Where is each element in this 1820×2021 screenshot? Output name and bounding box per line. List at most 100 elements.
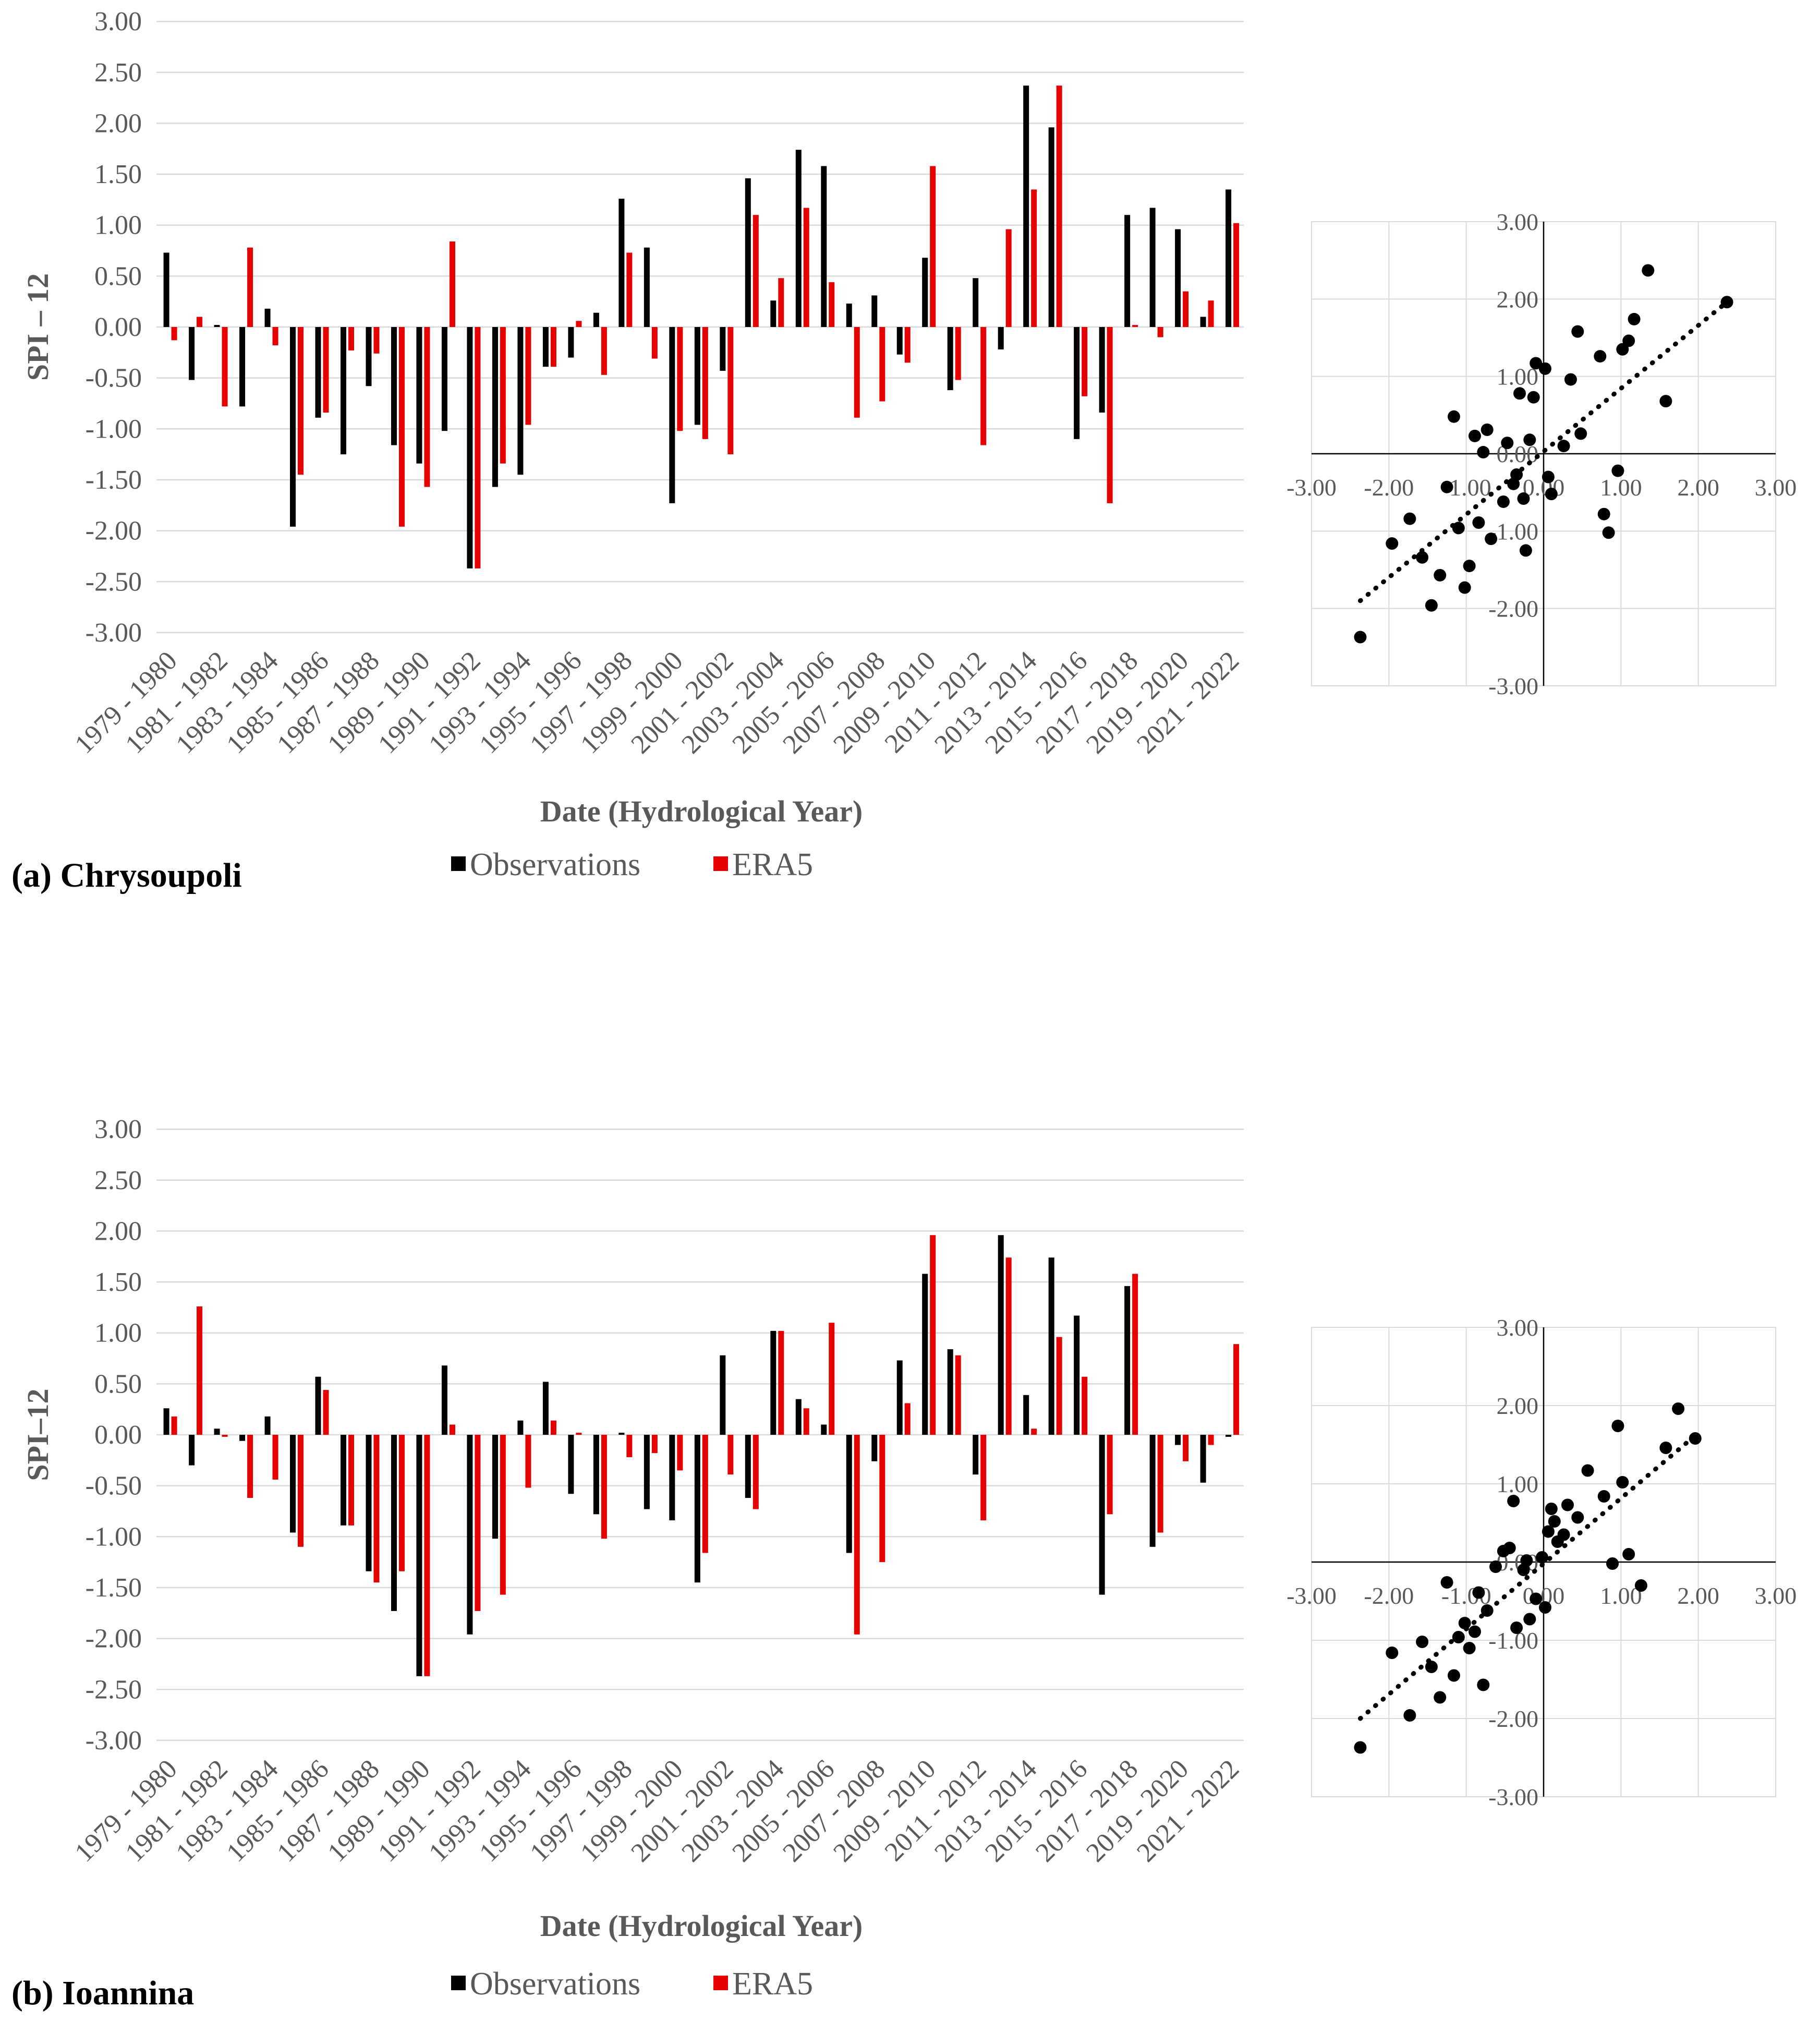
scatter-point <box>1434 1691 1447 1704</box>
scatter-point <box>1561 1498 1574 1511</box>
legend-swatch-observations <box>451 856 466 871</box>
bar-era5 <box>197 1306 203 1435</box>
scatter-point <box>1689 1432 1702 1445</box>
bar-era5 <box>171 327 177 341</box>
scatter-point <box>1463 1642 1476 1654</box>
bar-observations <box>568 1435 574 1494</box>
bar-era5 <box>222 327 228 407</box>
scatter-point <box>1485 533 1498 546</box>
bar-observations <box>366 327 372 386</box>
bar-observations <box>1023 86 1029 328</box>
bar-era5 <box>955 327 961 380</box>
legend-label-observations: Observations <box>470 847 640 882</box>
bar-era5 <box>298 327 304 475</box>
scatter-point <box>1416 1636 1429 1648</box>
scatter-point <box>1628 312 1641 325</box>
y-tick-label: -2.00 <box>86 1624 142 1654</box>
bar-observations <box>214 325 220 327</box>
bar-observations <box>1099 327 1105 413</box>
scatter-point <box>1447 410 1460 423</box>
bar-observations <box>922 258 928 327</box>
bar-observations <box>441 327 447 431</box>
bar-era5 <box>398 327 405 527</box>
bar-era5 <box>677 327 683 431</box>
scatter-point <box>1477 446 1490 459</box>
bar-observations <box>542 327 549 367</box>
bar-observations <box>467 1435 473 1635</box>
bar-era5 <box>702 327 708 439</box>
scatter-point <box>1481 423 1494 437</box>
scatter-point <box>1523 433 1536 446</box>
bar-observations <box>214 1429 220 1435</box>
legend-swatch-observations <box>451 1976 466 1990</box>
bar-observations <box>239 1435 246 1441</box>
y-tick-label: -0.50 <box>86 1471 142 1501</box>
scatter-point <box>1574 427 1587 440</box>
bar-era5 <box>247 247 253 327</box>
bar-observations <box>846 1435 852 1553</box>
scatter-point <box>1510 468 1523 481</box>
bar-observations <box>517 327 524 475</box>
scatter-point <box>1497 495 1510 508</box>
bar-era5 <box>930 166 936 327</box>
scatter-plot: -3.00-3.00-2.00-2.00-1.00-1.000.000.001.… <box>1287 1314 1797 1810</box>
bar-observations <box>517 1420 524 1435</box>
bar-era5 <box>525 1435 531 1488</box>
bar-observations <box>846 304 852 327</box>
legend-swatch-era5 <box>713 856 728 871</box>
y-tick-label: 1.50 <box>94 160 142 189</box>
scatter-point <box>1659 395 1672 408</box>
scatter-point <box>1403 1709 1416 1722</box>
bar-era5 <box>803 208 809 327</box>
scatter-point <box>1510 1621 1523 1634</box>
scatter-point <box>1386 1647 1399 1659</box>
bar-era5 <box>550 1420 556 1435</box>
bar-observations <box>1124 215 1131 327</box>
scatter-point <box>1513 387 1526 400</box>
scatter-point <box>1672 1402 1685 1415</box>
scatter-point <box>1523 1613 1536 1626</box>
bar-observations <box>669 327 675 503</box>
bar-era5 <box>601 327 607 375</box>
scatter-point <box>1489 1560 1502 1573</box>
scatter-x-tick: 2.00 <box>1677 1582 1719 1609</box>
bar-observations <box>922 1274 928 1435</box>
bar-observations <box>593 1435 599 1515</box>
bar-era5 <box>500 327 506 464</box>
bar-era5 <box>1082 327 1088 396</box>
scatter-point <box>1472 516 1485 529</box>
scatter-point <box>1611 464 1624 477</box>
scatter-point <box>1463 560 1476 573</box>
scatter-y-tick: -2.00 <box>1488 1705 1538 1732</box>
y-axis-title: SPI–12 <box>21 1388 55 1481</box>
scatter-point <box>1536 1551 1549 1564</box>
scatter-point <box>1542 470 1555 483</box>
bar-observations <box>618 198 625 327</box>
bar-observations <box>163 1408 169 1435</box>
scatter-x-tick: -3.00 <box>1287 474 1337 501</box>
bar-observations <box>720 327 726 371</box>
bar-observations <box>795 1399 802 1435</box>
bar-era5 <box>778 278 784 327</box>
scatter-point <box>1458 1617 1471 1629</box>
scatter-point <box>1581 1464 1594 1477</box>
bar-observations <box>1048 1257 1054 1435</box>
bar-observations <box>163 252 169 327</box>
scatter-point <box>1538 1601 1551 1614</box>
bar-observations <box>745 1435 751 1498</box>
bar-observations <box>720 1355 726 1435</box>
bar-era5 <box>980 1435 987 1521</box>
bar-era5 <box>677 1435 683 1471</box>
y-tick-label: -2.50 <box>86 567 142 597</box>
bar-era5 <box>1233 1344 1240 1435</box>
bar-observations <box>694 1435 700 1583</box>
scatter-point <box>1452 1631 1465 1643</box>
bar-observations <box>416 1435 422 1676</box>
bar-era5 <box>475 327 481 568</box>
bar-observations <box>1023 1395 1029 1435</box>
scatter-y-tick: 2.00 <box>1497 286 1539 312</box>
bar-era5 <box>955 1355 961 1435</box>
bar-era5 <box>1208 300 1214 327</box>
scatter-point <box>1571 1511 1584 1524</box>
